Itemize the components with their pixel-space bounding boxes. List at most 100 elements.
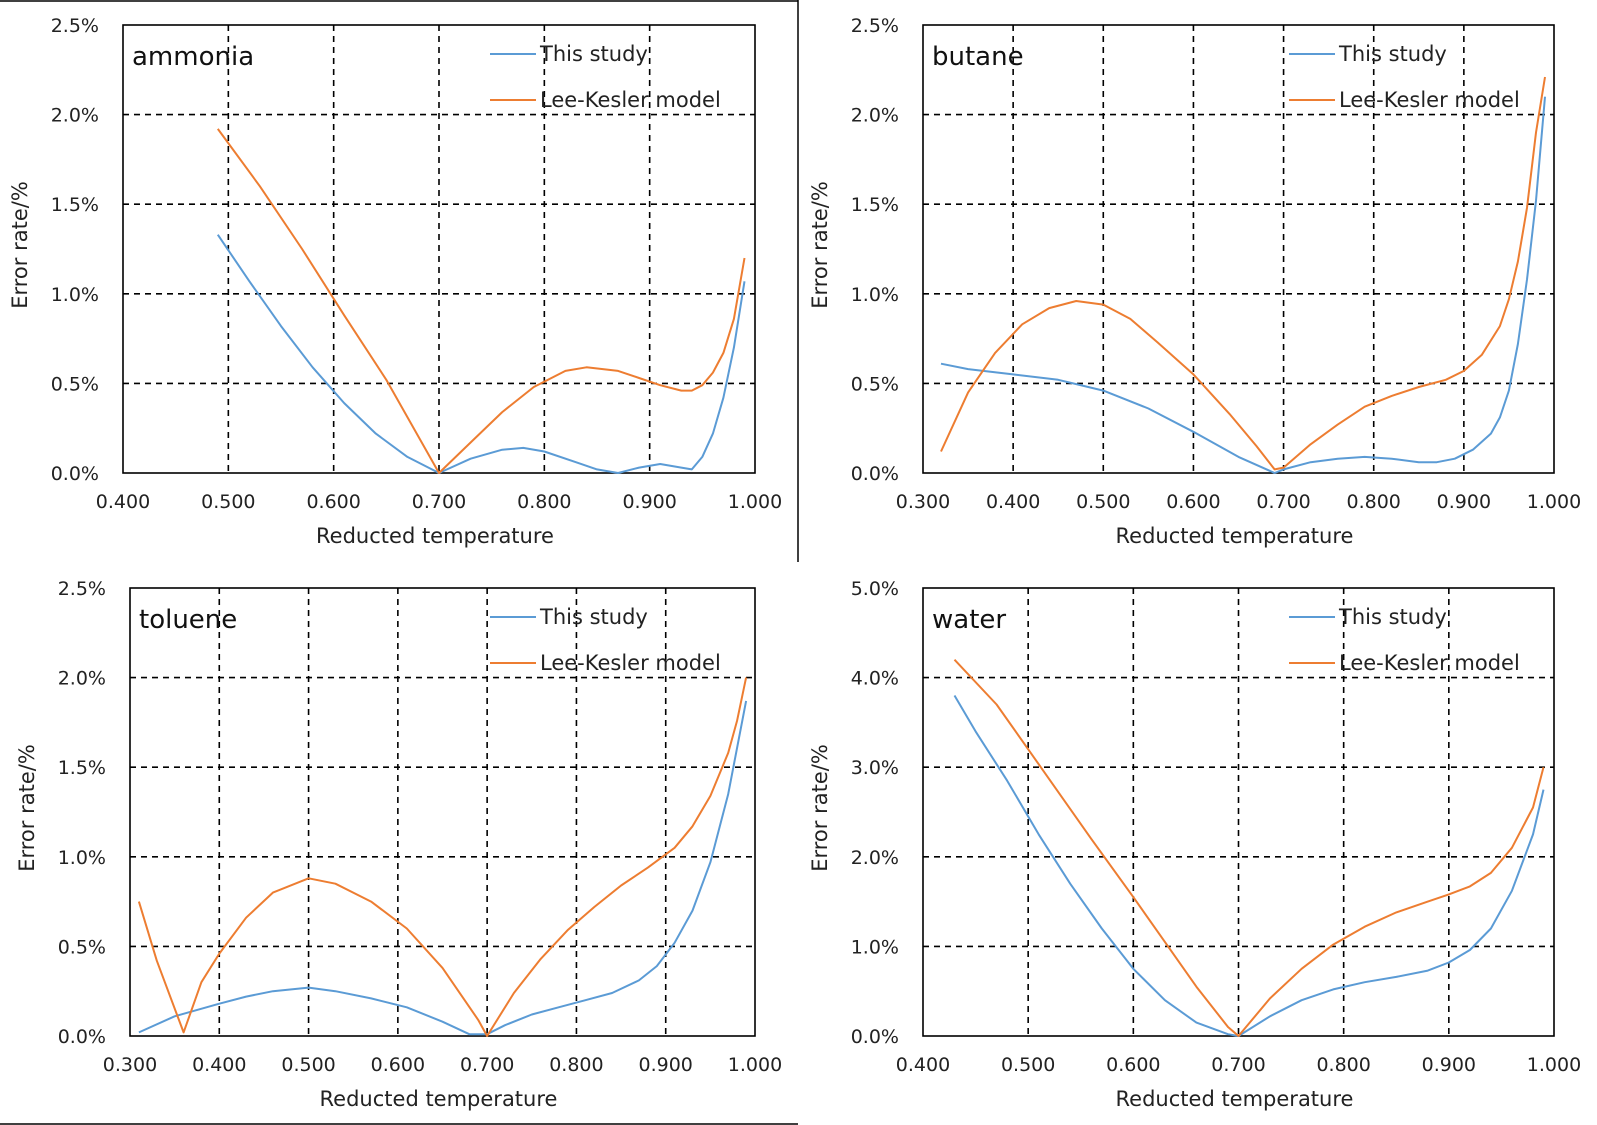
data-point [182,1031,184,1033]
data-point [638,979,640,981]
x-tick-label: 0.600 [1166,491,1220,513]
data-point [245,917,247,919]
data-point [1006,779,1008,781]
x-tick-label: 0.400 [896,1054,950,1076]
legend-label: This study [539,42,648,66]
x-tick-label: 0.400 [96,491,150,513]
y-tick-label: 1.5% [851,194,899,216]
data-point [441,967,443,969]
data-point [531,1013,533,1015]
chart-panel-water: 0.400 0.500 0.600 0.700 0.800 0.900 1.000 0.0% 1… [808,578,1581,1111]
y-tick-label: 1.0% [851,936,899,958]
data-point [1273,468,1275,470]
data-point [709,795,711,797]
data-point [1364,456,1366,458]
data-point [1309,443,1311,445]
data-point [1336,457,1338,459]
data-point [138,1031,140,1033]
data-point [307,877,309,879]
x-axis-title: Reducted temperature [320,1087,558,1111]
data-point [712,371,714,373]
y-tick-label: 0.0% [851,463,899,485]
series-line-lee-kesler [953,659,1545,1037]
y-tick-label: 3.0% [851,757,899,779]
data-point [1132,896,1134,898]
y-tick-label: 1.0% [51,284,99,306]
data-point [1336,423,1338,425]
data-point [501,449,503,451]
data-point [620,884,622,886]
y-tick-label: 0.0% [51,463,99,485]
x-tick-label: 1.000 [728,491,782,513]
data-point [1511,890,1513,892]
data-point [1237,456,1239,458]
data-point [1508,389,1510,391]
data-point [1508,298,1510,300]
data-point [1069,882,1071,884]
data-point [1129,318,1131,320]
y-axis-title: Error rate/% [8,181,32,309]
data-point [673,942,675,944]
data-point [1164,999,1166,1001]
data-point [680,466,682,468]
data-point [406,927,408,929]
y-tick-label: 1.0% [851,284,899,306]
data-point [1395,976,1397,978]
data-point [1542,788,1544,790]
x-tick-label: 1.000 [1527,1054,1581,1076]
data-point [477,1019,479,1021]
series-line-lee-kesler [940,76,1546,471]
y-tick-label: 2.5% [51,15,99,37]
x-tick-label: 0.700 [412,491,466,513]
data-point [1535,199,1537,201]
y-tick-label: 0.5% [51,373,99,395]
data-point [504,1024,506,1026]
data-point [1517,343,1519,345]
data-point [1300,968,1302,970]
data-point [1101,927,1103,929]
data-point [259,185,261,187]
data-point [522,447,524,449]
data-point [1332,943,1334,945]
data-point [994,352,996,354]
x-tick-label: 0.900 [622,491,676,513]
x-tick-label: 0.600 [371,1054,425,1076]
data-point [406,1006,408,1008]
data-point [1542,766,1544,768]
data-point [1517,260,1519,262]
data-point [743,280,745,282]
data-point [709,861,711,863]
data-point [1395,911,1397,913]
data-point [1532,833,1534,835]
data-point [1526,207,1528,209]
x-tick-label: 0.700 [1211,1054,1265,1076]
x-tick-label: 0.600 [1106,1054,1160,1076]
data-point [1237,1035,1239,1037]
y-axis-title: Error rate/% [808,181,832,309]
series-line-this-study [940,96,1546,474]
chart-panel-butane: 0.300 0.400 0.500 0.600 0.700 0.800 0.900 1.000… [808,15,1581,548]
data-point [441,1020,443,1022]
data-point [584,999,586,1001]
chart-panel-ammonia: 0.400 0.500 0.600 0.700 0.800 0.900 1.000 0.0% 0… [8,15,782,548]
data-point [469,457,471,459]
data-point [533,386,535,388]
x-tick-label: 0.800 [1316,1054,1370,1076]
y-tick-label: 2.5% [58,578,106,600]
y-tick-label: 2.0% [851,105,899,127]
data-point [656,965,658,967]
panel-title: water [932,605,1006,635]
chart-panels: 0.400 0.500 0.600 0.700 0.800 0.900 1.0000.0%0… [8,15,1581,1111]
data-point [1544,95,1546,97]
series-line-this-study [953,694,1545,1037]
data-point [1037,833,1039,835]
plot-frame [922,24,1555,474]
data-point [745,676,747,678]
data-point [1418,461,1420,463]
data-point [701,456,703,458]
y-tick-label: 0.5% [851,373,899,395]
x-tick-label: 1.000 [1527,491,1581,513]
x-tick-label: 0.700 [460,1054,514,1076]
data-point [647,866,649,868]
